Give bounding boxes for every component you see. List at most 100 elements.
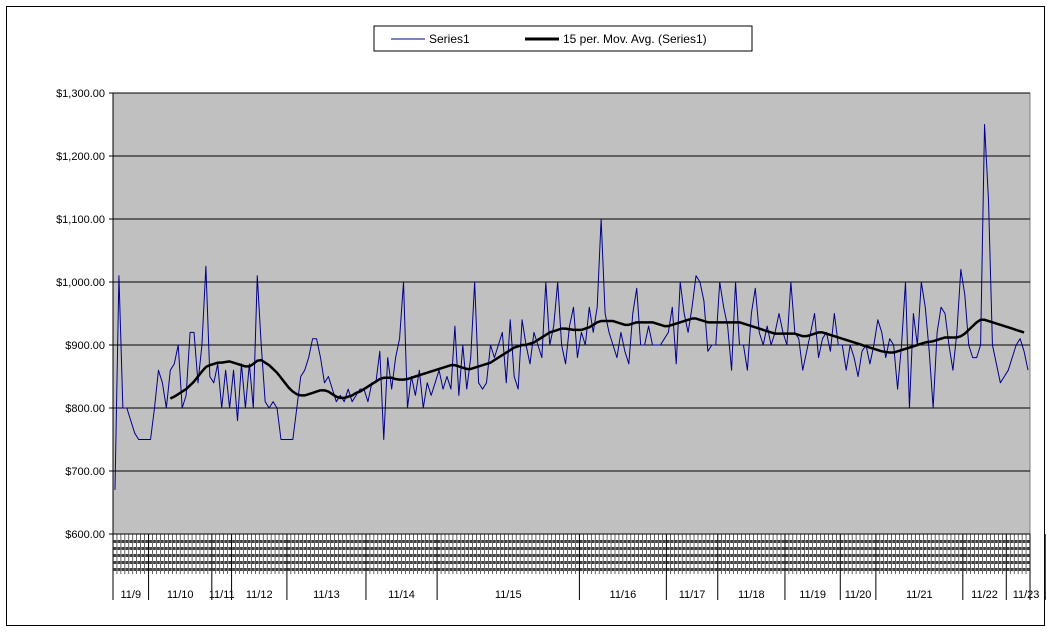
x-tick-glyph	[141, 547, 145, 550]
x-tick-glyph	[1006, 554, 1010, 557]
x-tick-glyph	[168, 554, 172, 557]
x-tick-glyph	[259, 540, 263, 543]
x-tick-glyph	[943, 540, 947, 543]
x-tick-glyph	[157, 540, 160, 543]
x-tick-glyph	[295, 554, 299, 557]
x-tick-glyph	[149, 568, 152, 571]
x-tick-glyph	[1014, 540, 1018, 543]
x-tick-glyph	[761, 554, 765, 557]
x-tick-glyph	[113, 554, 117, 557]
x-tick-glyph	[817, 561, 820, 564]
x-tick-glyph	[947, 554, 951, 557]
x-tick-glyph	[627, 554, 631, 557]
x-tick-glyph	[919, 568, 923, 571]
x-tick-glyph	[425, 547, 429, 550]
x-tick-glyph	[117, 568, 121, 571]
x-tick-glyph	[489, 568, 492, 571]
x-tick-glyph	[710, 561, 714, 564]
x-tick-glyph	[959, 540, 963, 543]
x-tick-glyph	[623, 561, 627, 564]
x-tick-glyph	[651, 547, 654, 550]
x-tick-glyph	[1018, 561, 1022, 564]
x-tick-glyph	[718, 561, 722, 564]
x-tick-glyph	[607, 547, 611, 550]
x-tick-glyph	[927, 554, 931, 557]
x-tick-glyph	[354, 561, 358, 564]
x-tick-glyph	[753, 547, 757, 550]
x-tick-glyph	[180, 554, 184, 557]
x-tick-glyph	[860, 568, 864, 571]
x-tick-label: 11/14	[388, 589, 415, 601]
x-tick-glyph	[809, 568, 813, 571]
x-tick-glyph	[445, 540, 449, 543]
x-tick-glyph	[267, 568, 271, 571]
x-tick-glyph	[327, 554, 330, 557]
x-tick-glyph	[880, 568, 884, 571]
x-tick-glyph	[453, 547, 457, 550]
x-tick-glyph	[793, 547, 797, 550]
x-tick-glyph	[421, 568, 425, 571]
x-tick-glyph	[576, 540, 579, 543]
x-tick-glyph	[196, 547, 200, 550]
x-tick-glyph	[769, 540, 773, 543]
x-tick-glyph	[1026, 540, 1030, 543]
x-tick-glyph	[560, 561, 563, 564]
x-tick-glyph	[908, 540, 911, 543]
x-tick-glyph	[576, 547, 579, 550]
x-tick-glyph	[453, 554, 457, 557]
x-tick-glyph	[251, 554, 255, 557]
x-tick-glyph	[631, 540, 635, 543]
x-tick-glyph	[829, 540, 832, 543]
x-tick-glyph	[761, 561, 765, 564]
x-tick-glyph	[777, 540, 781, 543]
x-dense-tick-labels	[112, 534, 1030, 574]
x-tick-glyph	[228, 554, 231, 557]
x-tick-glyph	[473, 568, 477, 571]
x-tick-glyph	[370, 568, 374, 571]
x-tick-glyph	[647, 561, 650, 564]
x-tick-glyph	[797, 561, 801, 564]
x-tick-glyph	[485, 561, 488, 564]
x-tick-glyph	[663, 540, 666, 543]
x-tick-glyph	[346, 547, 350, 550]
x-tick-glyph	[477, 561, 480, 564]
x-tick-glyph	[346, 554, 350, 557]
x-tick-glyph	[580, 540, 583, 543]
x-tick-glyph	[485, 568, 488, 571]
x-tick-glyph	[457, 540, 461, 543]
x-tick-glyph	[485, 540, 488, 543]
x-tick-glyph	[255, 568, 259, 571]
x-tick-glyph	[172, 554, 176, 557]
x-tick-glyph	[639, 561, 643, 564]
x-tick-glyph	[208, 547, 212, 550]
x-tick-glyph	[773, 561, 777, 564]
x-tick-glyph	[1002, 568, 1006, 571]
x-tick-glyph	[552, 554, 556, 557]
x-tick-glyph	[445, 561, 449, 564]
x-tick-glyph	[117, 547, 121, 550]
x-tick-glyph	[765, 547, 769, 550]
x-tick-glyph	[900, 547, 903, 550]
x-tick-glyph	[983, 561, 986, 564]
x-tick-glyph	[959, 561, 963, 564]
x-tick-glyph	[556, 568, 560, 571]
x-tick-glyph	[208, 540, 212, 543]
x-tick-glyph	[497, 568, 500, 571]
x-tick-glyph	[220, 554, 224, 557]
x-tick-glyph	[504, 554, 508, 557]
x-tick-glyph	[1018, 554, 1022, 557]
x-tick-glyph	[291, 554, 295, 557]
x-tick-glyph	[955, 547, 959, 550]
legend-label-series1: Series1	[429, 32, 470, 46]
x-tick-glyph	[386, 561, 390, 564]
x-tick-glyph	[817, 554, 820, 557]
x-tick-glyph	[176, 568, 180, 571]
x-tick-glyph	[188, 547, 192, 550]
x-tick-glyph	[809, 547, 813, 550]
x-tick-glyph	[291, 568, 295, 571]
x-tick-glyph	[425, 554, 429, 557]
x-tick-glyph	[742, 561, 745, 564]
x-tick-glyph	[536, 568, 540, 571]
x-tick-glyph	[540, 568, 544, 571]
x-tick-glyph	[259, 554, 263, 557]
